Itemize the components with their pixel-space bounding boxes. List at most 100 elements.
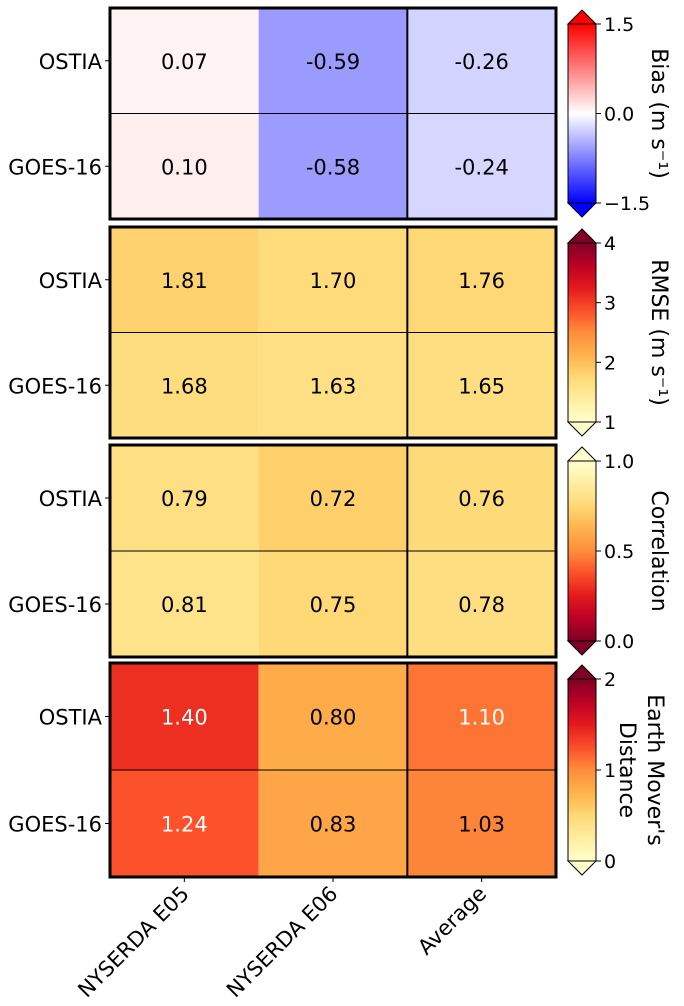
colorbar-gradient [568,461,596,641]
cell-value-label: -0.59 [306,50,360,74]
cell-value-label: 0.80 [310,706,357,730]
cell-value-label: 1.03 [458,813,505,837]
heatmap-cell [258,551,408,657]
cell-value-label: 1.76 [458,269,505,293]
colorbar-label: Correlation [646,490,671,611]
heatmap-cell [110,663,259,770]
heatmap-cell [110,113,259,219]
heatmap-cell [407,227,556,333]
panel-bias: 0.07 -0.59 -0.26 0.10 -0.58 -0.24 OSTIA GOES-16… [8,6,671,221]
cell-value-label: 1.40 [161,706,208,730]
heatmap-cell [110,445,259,551]
colorbar-extend-min [566,860,598,876]
panel-frame [108,6,558,221]
colorbar-tick-label: 1.0 [604,451,634,473]
cell-value-label: 1.24 [161,813,208,837]
heatmap-cell [258,663,408,770]
colorbar-tick-label: 4 [604,233,616,255]
panel-frame [108,225,558,440]
heatmap-cell [407,770,556,877]
heatmap-cell [407,445,556,551]
colorbar-extend-max [566,9,598,25]
colorbar-tick-label: 0 [604,851,616,873]
cell-value-label: 0.75 [310,593,357,617]
heatmap-cell [110,551,259,657]
heatmap-cell [110,8,259,114]
colorbar-tick-label: 0.0 [604,631,634,653]
colorbar-extend-max [566,228,598,244]
cell-value-label: 1.81 [161,269,208,293]
heatmap-cell [258,770,408,877]
colorbar-bias: −1.5 0.0 1.5 Bias (m s⁻¹) [566,9,671,218]
colorbar-gradient [568,24,596,203]
x-tick-label: Average [413,882,491,960]
row-label: GOES-16 [8,813,102,837]
colorbar-label: Bias (m s⁻¹) [646,48,671,179]
heatmap-cell [110,332,259,438]
x-tick-label: NYSERDA E06 [222,882,343,1003]
cell-value-label: 0.76 [458,487,505,511]
panel-emd: 1.40 0.80 1.10 1.24 0.83 1.03 OSTIA GOES-16 0 1 2 E… [8,661,667,879]
colorbar-tick-label: 1 [604,760,616,782]
heatmap-cell [258,8,408,114]
cell-value-label: 1.68 [161,374,208,398]
cell-value-label: 0.79 [161,487,208,511]
heatmap-cell [407,113,556,219]
colorbar-tick-label: −1.5 [604,193,650,215]
cell-value-label: 0.10 [161,155,208,179]
colorbar-tick-label: 1 [604,412,616,434]
cell-value-label: 0.81 [161,593,208,617]
cell-value-label: -0.24 [454,155,508,179]
colorbar-label: RMSE (m s⁻¹) [646,259,671,406]
row-label: OSTIA [39,706,103,730]
colorbar-tick-label: 3 [604,293,616,315]
colorbar-gradient [568,243,596,422]
heatmap-cell [407,8,556,114]
heatmap-cell [407,332,556,438]
colorbar-extend-max [566,664,598,680]
heatmap-cell [258,445,408,551]
colorbar-tick-label: 2 [604,352,616,374]
cell-value-label: 1.65 [458,374,505,398]
colorbar-tick-label: 0.5 [604,541,634,563]
colorbar-outline [567,242,597,423]
row-label: OSTIA [39,50,103,74]
colorbar-gradient [568,679,596,861]
cell-value-label: 1.63 [310,374,357,398]
heatmap-cell [258,113,408,219]
colorbar-tick-label: 1.5 [604,14,634,36]
colorbar-extend-max [566,446,598,462]
row-label: GOES-16 [8,593,102,617]
colorbar-tick-label: 0.0 [604,104,634,126]
row-label: GOES-16 [8,155,102,179]
cell-value-label: 0.83 [310,813,357,837]
cell-value-label: 1.10 [458,706,505,730]
x-axis: NYSERDA E05 NYSERDA E06 Average [73,877,491,1002]
cell-value-label: -0.58 [306,155,360,179]
panel-frame [108,443,558,659]
colorbar-tick-label: 2 [604,669,616,691]
row-label: OSTIA [39,487,103,511]
row-label: OSTIA [39,269,103,293]
heatmap-cell [258,227,408,333]
panel-rmse: 1.81 1.70 1.76 1.68 1.63 1.65 OSTIA GOES-16 1 2 3 4… [8,225,671,440]
heatmap-cell [110,227,259,333]
colorbar-extend-min [566,640,598,656]
colorbar-label: Distance [614,722,639,818]
panel-correlation: 0.79 0.72 0.760.81 0.75 0.78OSTIAGOES-160.00… [8,443,671,659]
cell-value-label: 0.07 [161,50,208,74]
heatmap-cell [407,663,556,770]
colorbar-extend-min [566,421,598,437]
colorbar-label: Earth Mover's [642,694,667,846]
cell-value-label: 0.78 [458,593,505,617]
colorbar-extend-min [566,202,598,218]
cell-value-label: -0.26 [454,50,508,74]
heatmap-cell [407,551,556,657]
x-tick-label: NYSERDA E05 [73,882,194,1003]
cell-value-label: 0.72 [310,487,357,511]
colorbar-rmse: 1 2 3 4 RMSE (m s⁻¹) [566,228,671,437]
cell-value-label: 1.70 [310,269,357,293]
colorbar-correlation: 0.0 0.5 1.0 Correlation [566,446,671,656]
